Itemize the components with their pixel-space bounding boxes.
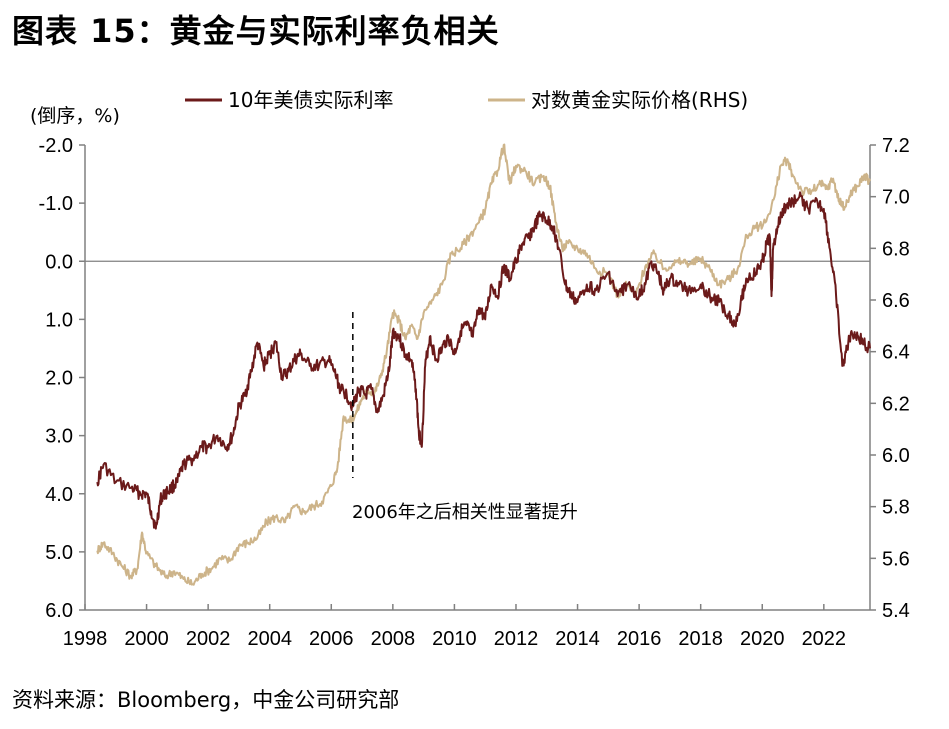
left-axis-ticks: -2.0 -1.0 0.0 1.0 2.0 3.0 4.0 5.0 6.0 <box>39 135 85 622</box>
source-note: 资料来源：Bloomberg，中金公司研究部 <box>12 688 400 712</box>
chart-title: 图表 15：黄金与实际利率负相关 <box>12 12 500 50</box>
x-tick-label: 2004 <box>247 628 292 650</box>
right-tick-label: 5.6 <box>882 548 910 570</box>
left-tick-label: 3.0 <box>45 426 73 448</box>
right-tick-label: 7.2 <box>882 135 910 157</box>
right-tick-label: 6.8 <box>882 238 910 260</box>
x-tick-label: 2018 <box>678 628 723 650</box>
right-tick-label: 5.8 <box>882 497 910 519</box>
left-tick-label: 1.0 <box>45 309 73 331</box>
legend-label-real-rate: 10年美债实际利率 <box>228 88 393 112</box>
right-tick-label: 6.6 <box>882 290 910 312</box>
left-tick-label: 5.0 <box>45 542 73 564</box>
right-tick-label: 6.2 <box>882 393 910 415</box>
x-tick-label: 2008 <box>371 628 416 650</box>
right-tick-label: 5.4 <box>882 600 910 622</box>
right-axis-ticks: 7.2 7.0 6.8 6.6 6.4 6.2 6.0 5.8 5.6 5.4 <box>870 135 910 622</box>
x-tick-label: 2016 <box>617 628 662 650</box>
left-tick-label: -1.0 <box>39 193 73 215</box>
x-tick-label: 2014 <box>555 628 600 650</box>
annotation-label: 2006年之后相关性显著提升 <box>352 502 578 523</box>
right-tick-label: 7.0 <box>882 187 910 209</box>
right-tick-label: 6.4 <box>882 342 910 364</box>
x-tick-label: 2010 <box>432 628 477 650</box>
x-tick-label: 2022 <box>802 628 847 650</box>
x-tick-label: 2012 <box>494 628 539 650</box>
x-tick-label: 2002 <box>186 628 231 650</box>
left-tick-label: 4.0 <box>45 484 73 506</box>
series-line-real-rate <box>96 191 871 530</box>
x-tick-label: 2000 <box>124 628 169 650</box>
left-tick-label: 6.0 <box>45 600 73 622</box>
right-tick-label: 6.0 <box>882 445 910 467</box>
x-tick-label: 2020 <box>740 628 785 650</box>
legend: 10年美债实际利率 对数黄金实际价格(RHS) <box>185 88 748 112</box>
x-tick-label: 1998 <box>63 628 108 650</box>
legend-label-gold: 对数黄金实际价格(RHS) <box>531 88 748 112</box>
left-tick-label: -2.0 <box>39 135 73 157</box>
left-axis-unit: (倒序，%) <box>30 105 120 127</box>
series-line-gold-price <box>96 143 871 586</box>
x-axis-ticks: 1998 2000 2002 2004 2006 2008 2010 2012 2014 2016… <box>63 604 846 650</box>
x-tick-label: 2006 <box>309 628 354 650</box>
left-tick-label: 2.0 <box>45 368 73 390</box>
left-tick-label: 0.0 <box>45 251 73 273</box>
